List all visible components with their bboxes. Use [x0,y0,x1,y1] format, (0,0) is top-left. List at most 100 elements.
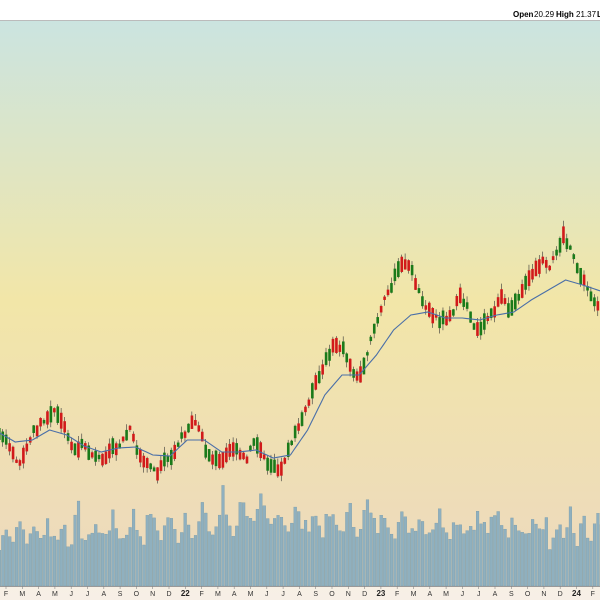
candle-body [400,256,404,272]
candlesticks [0,220,600,484]
candle-body [228,443,232,457]
candle-body [49,406,53,423]
volume-bar [438,508,442,587]
volume-bar [73,514,77,587]
candle-body [245,456,249,464]
candle-body [4,434,8,445]
candle-body [551,256,555,261]
volume-bar [427,532,431,587]
volume-bar [517,530,521,587]
volume-bar [582,515,586,587]
candle-body [108,443,111,459]
candle-body [586,286,589,291]
candle-body [249,445,252,452]
x-tick-label: M [248,591,254,598]
candle-body [362,357,366,375]
volume-bar [537,528,542,587]
x-axis-bar [0,586,600,600]
volume-bar [180,532,184,587]
volume-bar [4,529,8,587]
volume-bar [482,522,486,587]
volume-bar [451,522,456,587]
volume-bar [83,540,87,587]
candle-body [252,438,256,446]
x-tick-label: F [199,591,203,598]
candle-body [314,375,318,390]
candle-body [166,455,170,462]
volume-bar [445,532,449,587]
volume-bar [149,514,153,587]
volume-bar [414,530,418,587]
candle-body [311,383,314,399]
candle-body [194,419,197,426]
x-tick-label: J [461,591,465,598]
candle-body [145,458,149,468]
volume-bar [304,520,308,587]
candle-body [187,423,190,433]
volume-bar [238,502,242,587]
volume-bar [80,538,84,587]
volume-bar [476,511,480,587]
volume-bar [400,511,404,587]
volume-bar [544,517,548,587]
volume-bar [63,524,67,587]
candle-body [469,311,472,323]
volume-bar [506,537,511,587]
volume-bar [372,517,376,587]
candle-body [97,454,101,460]
candle-body [242,452,245,460]
candle-body [324,352,328,365]
volume-bar [104,533,108,587]
candle-body [90,452,94,458]
candle-body [359,366,362,383]
volume-bar [297,511,301,587]
candle-body [355,371,359,381]
x-tick-label: D [558,591,563,598]
candle-body [77,441,80,458]
volume-bar [565,527,569,587]
candle-body [579,267,582,285]
volume-bar [193,535,198,587]
volume-bar [0,550,1,587]
volume-bar [197,521,201,587]
volume-bar [114,528,118,587]
volume-bar [562,537,566,587]
candle-body [390,283,393,293]
volume-bar [331,514,335,587]
candle-body [286,442,290,457]
volume-bar [407,532,411,587]
volume-bar [431,529,435,587]
candle-body [176,442,180,447]
low-label: L [597,10,600,19]
candle-body [386,289,390,296]
candle-body [125,429,128,441]
volume-bar [266,518,270,587]
volume-bar [228,525,232,587]
volume-bar [76,500,81,587]
x-tick-label: J [69,591,73,598]
candle-body [335,337,338,353]
volume-bar [592,523,597,587]
volume-bar [551,537,555,587]
candle-body [520,284,524,298]
x-tick-label: O [525,591,531,598]
candle-body [455,296,459,307]
volume-bar [393,538,397,587]
candle-body [183,431,187,438]
x-tick-label: F [395,591,399,598]
volume-bar [424,534,428,587]
candle-body [214,450,218,467]
candle-body [276,464,280,477]
candle-body [407,260,410,271]
candle-body [238,449,242,460]
candle-body [170,449,173,466]
candle-body [118,443,121,449]
candle-body [101,453,104,466]
volume-bar [145,515,149,587]
candle-body [448,310,452,322]
candle-body [11,446,15,460]
candle-body [149,463,152,470]
candle-body [63,421,66,433]
volume-bar [462,533,466,587]
volume-bar [32,526,36,587]
